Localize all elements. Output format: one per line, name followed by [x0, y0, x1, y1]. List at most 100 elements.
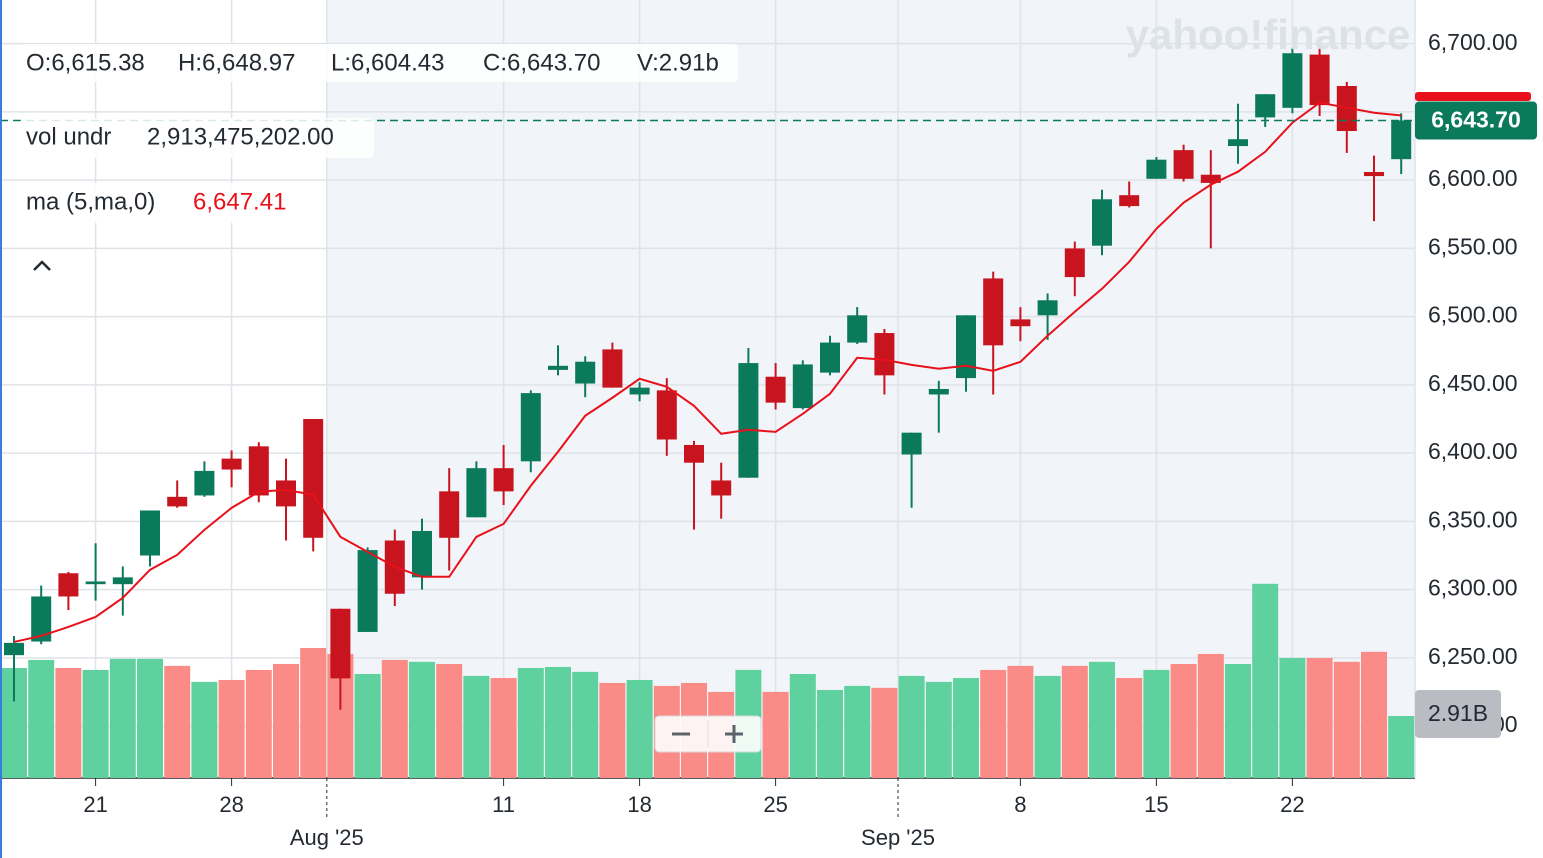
volume-bar: [463, 675, 490, 778]
volume-bar: [164, 665, 191, 778]
candle-body: [548, 365, 568, 370]
volume-bar: [109, 658, 136, 778]
candle-body: [602, 349, 623, 388]
candle-body: [711, 480, 732, 496]
volume-bar: [898, 675, 925, 778]
volume-bar: [1061, 665, 1088, 778]
volume-bar: [490, 678, 517, 778]
candle-body: [140, 510, 160, 556]
candle-body: [928, 389, 949, 395]
candle-body: [1010, 319, 1031, 327]
volume-bar: [626, 679, 653, 778]
candle-body: [874, 333, 895, 376]
candle-body: [493, 468, 514, 492]
candle-body: [520, 393, 541, 462]
candle-body: [1146, 159, 1167, 179]
collapse-icon[interactable]: [33, 260, 51, 271]
candle-body: [1173, 150, 1194, 179]
candle-body: [276, 480, 296, 507]
candle-body: [31, 596, 52, 642]
candle-body: [1064, 248, 1085, 278]
candle-body: [357, 550, 378, 632]
volume-bar: [1089, 661, 1115, 778]
legend-box: [20, 118, 374, 158]
x-tick-label: 28: [219, 792, 243, 817]
candle-body: [167, 496, 188, 507]
candle-body: [1092, 199, 1112, 246]
candle-body: [1255, 94, 1276, 118]
candle-body: [1200, 174, 1221, 183]
volume-bar: [871, 687, 898, 778]
y-tick-label: 6,350.00: [1428, 506, 1518, 532]
volume-bar: [1143, 669, 1170, 778]
y-tick-label: 6,550.00: [1428, 233, 1518, 259]
zoom-control: [654, 715, 762, 753]
volume-bar: [381, 659, 408, 778]
volume-tag: [1415, 689, 1501, 738]
volume-bar: [1225, 663, 1251, 778]
volume-bar: [599, 682, 626, 778]
y-tick-label: 6,450.00: [1428, 370, 1518, 396]
ma-value: 6,647.41: [193, 188, 286, 215]
legend-box: [20, 44, 738, 82]
watermark: yahoo!finance: [1126, 11, 1411, 58]
ma-name: ma (5,ma,0): [26, 188, 155, 215]
volume-bar: [1034, 675, 1061, 778]
volume-bar: [517, 668, 544, 778]
candle-body: [439, 491, 460, 538]
candle-body: [684, 444, 704, 463]
volume-bar: [245, 669, 272, 778]
y-tick-label: 6,700.00: [1428, 29, 1518, 55]
volume-bar: [1170, 663, 1197, 778]
volume-bar: [137, 658, 163, 778]
x-tick-label: 11: [492, 792, 515, 817]
legend-high: H:6,648.97: [178, 49, 295, 76]
y-tick-label: 6,600.00: [1428, 165, 1518, 191]
candle-body: [303, 419, 324, 538]
candle-body: [575, 361, 596, 384]
legend-box: [20, 183, 306, 223]
volume-bar: [436, 663, 463, 778]
legend-open: O:6,615.38: [26, 49, 145, 76]
candle-body: [194, 470, 215, 496]
volume-bar: [953, 678, 979, 778]
x-tick-label: 15: [1144, 792, 1168, 817]
volume-name: vol undr: [26, 123, 111, 150]
candle-body: [85, 581, 106, 585]
volume-value: 2,913,475,202.00: [147, 123, 334, 150]
candle-body: [412, 530, 432, 578]
last-price-label: 6,643.70: [1431, 107, 1521, 133]
volume-bar: [1116, 678, 1143, 778]
candle-body: [221, 458, 242, 470]
volume-bar: [354, 673, 381, 778]
volume-bar: [925, 681, 952, 778]
candle-body: [765, 376, 786, 403]
candle-body: [112, 577, 133, 585]
candle-body: [956, 315, 976, 379]
month-label: Aug '25: [290, 825, 364, 850]
volume-bar: [762, 691, 789, 778]
volume-bar: [1279, 657, 1306, 778]
volume-bar: [789, 673, 816, 778]
ma-line: [13, 101, 1402, 643]
x-tick-label: 18: [627, 792, 651, 817]
volume-tag-label: 2.91B: [1428, 700, 1488, 726]
plot-bg-shaded: [327, 0, 1415, 778]
zoom-in[interactable]: [725, 725, 743, 743]
candle-body: [738, 363, 759, 478]
volume-bar: [1333, 661, 1360, 778]
last-price-tag: [1415, 101, 1537, 140]
candle-body: [1391, 120, 1412, 160]
volume-bar: [817, 689, 843, 778]
candle-body: [1119, 195, 1140, 207]
candle-body: [792, 364, 813, 409]
y-tick-label: 6,250.00: [1428, 643, 1518, 669]
candle-body: [1037, 300, 1058, 316]
legend-low: L:6,604.43: [331, 49, 444, 76]
candle-body: [1282, 53, 1303, 108]
candle-body: [847, 315, 868, 343]
y-tick-label: 6,500.00: [1428, 302, 1518, 328]
candle-body: [629, 387, 650, 395]
volume-bar: [409, 661, 435, 778]
legend-close: C:6,643.70: [483, 49, 600, 76]
